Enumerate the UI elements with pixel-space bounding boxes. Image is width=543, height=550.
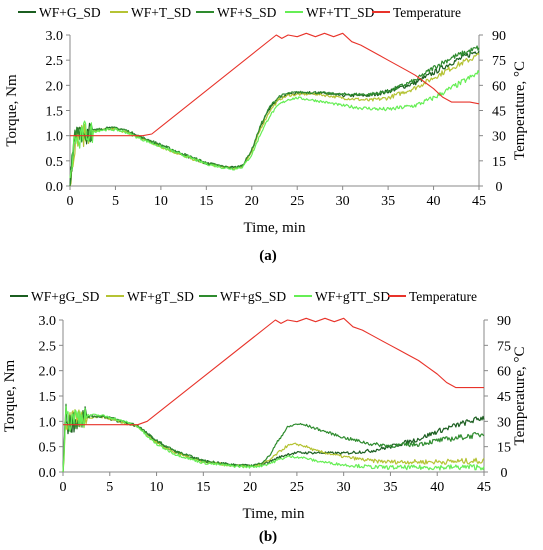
y2-tick-label: 45 bbox=[492, 105, 506, 120]
y-tick-label: 0.5 bbox=[39, 441, 57, 456]
legend-item: Temperature bbox=[372, 5, 461, 20]
y2-tick-label: 75 bbox=[497, 339, 511, 354]
y2-tick-label: 0 bbox=[496, 180, 503, 195]
y2-tick-label: 75 bbox=[492, 54, 506, 69]
x-tick-label: 15 bbox=[199, 194, 213, 209]
legend-label: WF+gT_SD bbox=[127, 289, 194, 304]
y-tick-label: 3.0 bbox=[46, 29, 64, 44]
series-line-temperature bbox=[63, 317, 484, 426]
x-tick-label: 5 bbox=[106, 480, 113, 495]
y-tick-label: 2.0 bbox=[39, 365, 57, 380]
x-tick-label: 40 bbox=[427, 194, 441, 209]
y-tick-label: 2.5 bbox=[39, 339, 57, 354]
x-tick-label: 20 bbox=[245, 194, 259, 209]
series-line-s bbox=[62, 403, 485, 473]
panel-label: (b) bbox=[259, 529, 277, 545]
y-axis-title: Torque, Nm bbox=[2, 360, 18, 433]
x-tick-label: 15 bbox=[196, 480, 210, 495]
x-tick-label: 25 bbox=[290, 480, 304, 495]
panel-label: (a) bbox=[259, 248, 277, 264]
x-tick-label: 40 bbox=[430, 480, 444, 495]
y-tick-label: 0.0 bbox=[39, 466, 57, 481]
y-tick-label: 0.5 bbox=[46, 155, 64, 170]
legend-label: Temperature bbox=[409, 289, 477, 304]
x-tick-label: 25 bbox=[290, 194, 304, 209]
legend-item: Temperature bbox=[388, 289, 477, 304]
x-tick-label: 0 bbox=[60, 480, 67, 495]
legend-item: WF+gT_SD bbox=[106, 289, 194, 304]
y2-axis-title: Temperature, °C bbox=[512, 346, 528, 445]
legend-item: WF+T_SD bbox=[110, 5, 191, 20]
x-tick-label: 10 bbox=[150, 480, 164, 495]
y-tick-label: 1.5 bbox=[39, 390, 57, 405]
y2-tick-label: 0 bbox=[501, 466, 508, 481]
x-tick-label: 45 bbox=[477, 480, 491, 495]
y-tick-label: 2.0 bbox=[46, 79, 64, 94]
y2-tick-label: 30 bbox=[497, 415, 511, 430]
legend-item: WF+gS_SD bbox=[199, 289, 286, 304]
series-line-t bbox=[69, 52, 480, 187]
x-tick-label: 30 bbox=[337, 480, 351, 495]
y-tick-label: 3.0 bbox=[39, 314, 57, 329]
y2-axis-title: Temperature, °C bbox=[512, 61, 528, 160]
y-tick-label: 1.0 bbox=[46, 130, 64, 145]
legend-item: WF+G_SD bbox=[18, 5, 101, 20]
x-tick-label: 35 bbox=[381, 194, 395, 209]
legend-label: WF+gG_SD bbox=[31, 289, 100, 304]
y-tick-label: 0.0 bbox=[46, 180, 64, 195]
series-line-temperature bbox=[70, 32, 480, 137]
series-line-t bbox=[62, 409, 485, 473]
x-tick-label: 5 bbox=[112, 194, 119, 209]
x-tick-label: 0 bbox=[67, 194, 74, 209]
legend-label: Temperature bbox=[393, 5, 461, 20]
chart-panel-a: 0 5 10 15 20 25 30 35 40 45 0.0 0.5 1.0 1.5 2.0 2.5 3.0 0… bbox=[4, 5, 528, 264]
legend-label: WF+G_SD bbox=[39, 5, 101, 20]
x-tick-label: 30 bbox=[336, 194, 350, 209]
legend-item: WF+gTT_SD bbox=[294, 289, 390, 304]
y2-tick-label: 90 bbox=[492, 29, 506, 44]
y2-tick-label: 60 bbox=[492, 79, 506, 94]
legend-item: WF+S_SD bbox=[196, 5, 277, 20]
y-tick-label: 1.5 bbox=[46, 105, 64, 120]
legend-label: WF+gTT_SD bbox=[315, 289, 390, 304]
x-axis-title: Time, min bbox=[244, 220, 306, 236]
legend-item: WF+TT_SD bbox=[285, 5, 375, 20]
series-line-g bbox=[69, 50, 480, 187]
x-tick-label: 45 bbox=[472, 194, 486, 209]
y2-tick-label: 15 bbox=[497, 441, 511, 456]
legend-label: WF+TT_SD bbox=[306, 5, 375, 20]
legend-label: WF+gS_SD bbox=[220, 289, 286, 304]
legend-label: WF+T_SD bbox=[131, 5, 191, 20]
x-tick-label: 20 bbox=[243, 480, 257, 495]
y2-tick-label: 60 bbox=[497, 365, 511, 380]
x-tick-label: 10 bbox=[154, 194, 168, 209]
x-tick-label: 35 bbox=[383, 480, 397, 495]
y2-tick-label: 45 bbox=[497, 390, 511, 405]
y-axis-title: Torque, Nm bbox=[4, 74, 20, 147]
series-line-s bbox=[69, 45, 480, 187]
legend-item: WF+gG_SD bbox=[10, 289, 100, 304]
y2-tick-label: 90 bbox=[497, 314, 511, 329]
y2-tick-label: 30 bbox=[492, 130, 506, 145]
y-tick-label: 1.0 bbox=[39, 415, 57, 430]
chart-panel-b: 0 5 10 15 20 25 30 35 40 45 0.0 0.5 1.0 1.5 2.0 2.5 3.0 0… bbox=[2, 289, 528, 545]
series-line-g bbox=[62, 406, 485, 473]
x-axis-title: Time, min bbox=[243, 506, 305, 522]
y-tick-label: 2.5 bbox=[46, 54, 64, 69]
series-line-tt bbox=[69, 70, 480, 179]
legend-label: WF+S_SD bbox=[217, 5, 277, 20]
y2-tick-label: 15 bbox=[492, 155, 506, 170]
